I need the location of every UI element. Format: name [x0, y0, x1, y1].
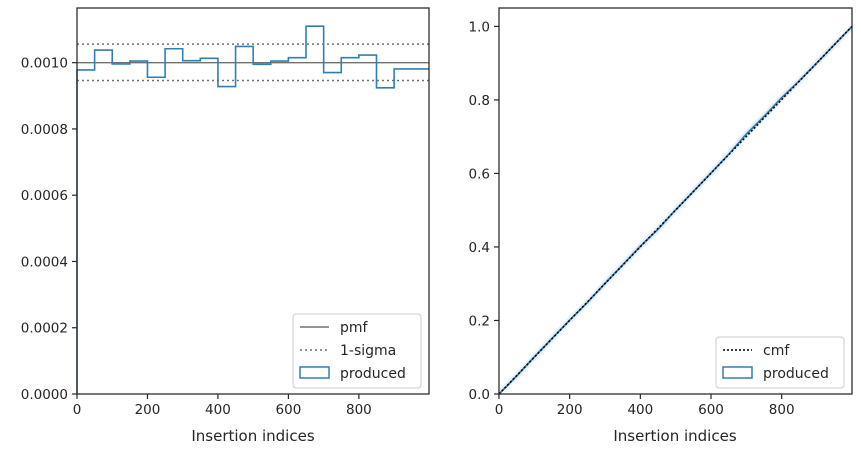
right-y-tick-label: 0.8: [469, 93, 490, 109]
right-x-tick-label: 200: [557, 402, 583, 418]
left-x-axis-label: Insertion indices: [191, 427, 314, 445]
produced-histogram: [76, 25, 429, 394]
right-x-axis-label: Insertion indices: [613, 427, 736, 445]
legend-produced-label-right: produced: [763, 366, 829, 382]
legend-cmf-label: cmf: [763, 343, 790, 359]
legend-produced-box-right: [722, 366, 753, 379]
legend-produced-box: [299, 366, 330, 379]
right-y-tick-label: 0.4: [469, 240, 490, 256]
left-x-tick-label: 600: [276, 402, 302, 418]
right-legend: cmf produced: [715, 336, 845, 389]
left-y-tick-label: 0.0006: [21, 188, 68, 204]
left-x-tick-label: 800: [346, 402, 372, 418]
legend-produced-label: produced: [340, 366, 406, 382]
left-x-tick-label: 0: [73, 402, 82, 418]
left-axes-frame: [76, 7, 430, 395]
left-x-tick-label: 200: [135, 402, 161, 418]
right-chart: 0 200 400 600 800 0.0 0.2 0.4 0.6 0.8 1.0 Insertio…: [469, 7, 853, 445]
left-chart: 0 200 400 600 800 0.0000 0.0002 0.0004 0.0006 0.0…: [21, 7, 430, 445]
legend-pmf-label: pmf: [340, 320, 369, 336]
legend-sigma-label: 1-sigma: [340, 343, 396, 359]
right-x-tick-label: 800: [769, 402, 795, 418]
right-y-tick-label: 0.0: [469, 387, 490, 403]
right-y-tick-label: 0.2: [469, 313, 490, 329]
right-x-tick-label: 600: [698, 402, 724, 418]
right-y-tick-label: 0.6: [469, 166, 490, 182]
left-y-tick-label: 0.0004: [21, 254, 68, 270]
left-y-tick-label: 0.0002: [21, 321, 68, 337]
cmf-line: [498, 25, 853, 395]
left-y-tick-label: 0.0008: [21, 122, 68, 138]
left-y-tick-label: 0.0010: [21, 56, 68, 72]
left-x-tick-label: 400: [205, 402, 231, 418]
right-x-tick-label: 0: [495, 402, 504, 418]
right-x-tick-label: 400: [627, 402, 653, 418]
left-y-tick-label: 0.0000: [21, 387, 68, 403]
right-axes-frame: [498, 7, 853, 395]
left-legend: pmf 1-sigma produced: [292, 313, 422, 389]
right-y-tick-label: 1.0: [469, 19, 490, 35]
